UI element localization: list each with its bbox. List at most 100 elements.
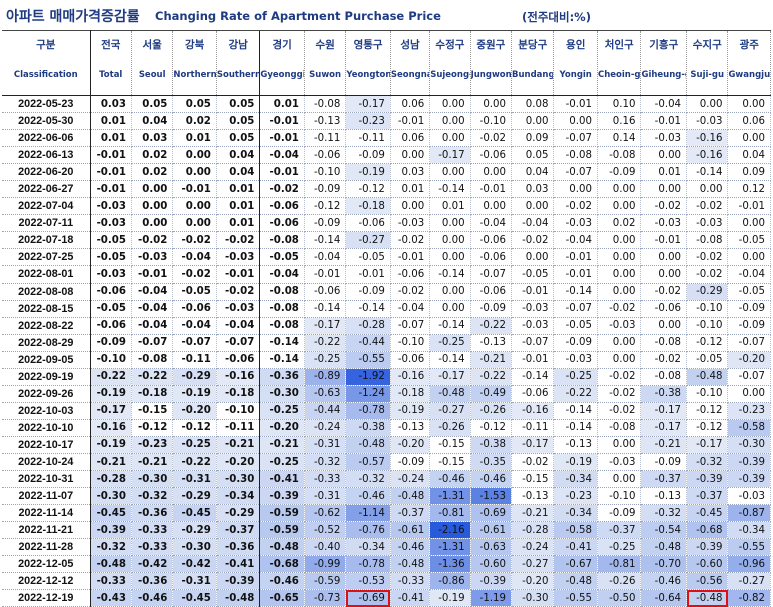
value-cell: -0.17 <box>345 95 391 114</box>
value-cell: 0.00 <box>597 470 642 489</box>
value-cell: 0.00 <box>640 248 688 267</box>
value-cell: -0.73 <box>304 589 347 607</box>
value-cell: -0.37 <box>216 521 261 540</box>
value-cell: -0.01 <box>345 265 391 284</box>
table-row: 2022-07-18 -0.05 -0.02 -0.02 -0.02 -0.08 -0.14… <box>2 231 771 250</box>
value-cell: 0.00 <box>429 248 471 267</box>
value-cell: -0.07 <box>390 317 431 335</box>
date-cell: 2022-07-25 <box>2 248 91 267</box>
value-cell: -0.01 <box>259 112 305 131</box>
value-cell: -0.04 <box>172 317 217 335</box>
value-cell: -0.18 <box>216 385 261 403</box>
value-cell: -0.05 <box>90 300 132 318</box>
value-cell: -0.48 <box>216 589 261 607</box>
value-cell: -0.28 <box>90 470 132 489</box>
value-cell: -0.69 <box>345 589 391 607</box>
table-row: 2022-10-17 -0.19 -0.23 -0.25 -0.21 -0.21 -0.31… <box>2 436 771 454</box>
value-cell: -0.09 <box>553 334 598 352</box>
value-cell: -0.07 <box>553 300 598 318</box>
value-cell: -0.01 <box>131 265 174 284</box>
value-cell: -0.06 <box>470 248 513 267</box>
value-cell: 0.00 <box>727 129 771 148</box>
value-cell: -0.03 <box>727 487 771 506</box>
value-cell: -0.78 <box>345 402 391 420</box>
value-cell: -0.02 <box>131 231 174 250</box>
value-cell: -0.55 <box>345 351 391 369</box>
value-cell: -0.60 <box>686 555 729 574</box>
value-cell: 0.00 <box>390 146 431 165</box>
column-header: 영통구 Yeongtong-gu <box>345 30 391 96</box>
column-header-english: Giheung-gu <box>641 70 685 80</box>
column-header-english: Total <box>99 70 123 80</box>
value-cell: -0.01 <box>470 180 513 199</box>
value-cell: -0.21 <box>216 436 261 454</box>
value-cell: -0.10 <box>216 402 261 420</box>
value-cell: -0.08 <box>304 95 347 114</box>
value-cell: -0.37 <box>390 504 431 523</box>
value-cell: -0.08 <box>597 146 642 165</box>
value-cell: -0.42 <box>172 555 217 574</box>
value-cell: -0.15 <box>429 453 471 472</box>
value-cell: -0.99 <box>304 555 347 574</box>
value-cell: -0.05 <box>90 248 132 267</box>
value-cell: -0.13 <box>640 487 688 506</box>
column-header: 기흥구 Giheung-gu <box>640 30 688 96</box>
value-cell: -0.02 <box>640 351 688 369</box>
value-cell: -0.48 <box>390 555 431 574</box>
value-cell: -0.23 <box>345 112 391 131</box>
value-cell: -0.09 <box>345 146 391 165</box>
value-cell: -0.04 <box>511 214 555 233</box>
value-cell: -0.17 <box>511 436 555 454</box>
value-cell: -0.81 <box>597 555 642 574</box>
column-header-english: Seoul <box>138 70 166 80</box>
value-cell: -0.86 <box>429 572 471 591</box>
value-cell: -0.12 <box>686 419 729 437</box>
value-cell: -0.19 <box>90 436 132 454</box>
value-cell: 0.01 <box>390 180 431 199</box>
value-cell: -0.20 <box>511 572 555 591</box>
value-cell: 0.06 <box>727 112 771 131</box>
value-cell: -0.19 <box>553 453 598 472</box>
column-header-korean: 처인구 <box>604 39 634 51</box>
date-cell: 2022-07-04 <box>2 197 91 216</box>
value-cell: -0.22 <box>470 317 513 335</box>
value-cell: -0.26 <box>470 402 513 420</box>
value-cell: -0.04 <box>131 317 174 335</box>
value-cell: -0.10 <box>90 351 132 369</box>
value-cell: -0.04 <box>553 231 598 250</box>
value-cell: -0.53 <box>345 572 391 591</box>
value-cell: -0.11 <box>216 419 261 437</box>
value-cell: -0.37 <box>640 470 688 489</box>
value-cell: -0.02 <box>640 197 688 216</box>
column-header-english: Jungwon-gu <box>470 70 512 80</box>
value-cell: -0.14 <box>345 300 391 318</box>
value-cell: -0.34 <box>553 504 598 523</box>
value-cell: -0.21 <box>470 351 513 369</box>
value-cell: -0.07 <box>470 265 513 284</box>
value-cell: -0.21 <box>259 436 305 454</box>
value-cell: -0.48 <box>429 385 471 403</box>
value-cell: -0.39 <box>259 487 305 506</box>
value-cell: -0.20 <box>727 351 771 369</box>
value-cell: -0.09 <box>90 334 132 352</box>
value-cell: -0.01 <box>640 231 688 250</box>
value-cell: -0.10 <box>304 163 347 182</box>
value-cell: -0.17 <box>640 419 688 437</box>
column-header-korean: 분당구 <box>518 39 548 51</box>
value-cell: -0.48 <box>90 555 132 574</box>
value-cell: -0.34 <box>345 538 391 557</box>
value-cell: -0.14 <box>259 334 305 352</box>
value-cell: -0.45 <box>90 504 132 523</box>
value-cell: -0.46 <box>640 572 688 591</box>
value-cell: -0.59 <box>259 521 305 540</box>
value-cell: -0.02 <box>390 283 431 301</box>
value-cell: -0.27 <box>429 402 471 420</box>
column-header-english: Northern seoul <box>173 70 217 80</box>
value-cell: -0.02 <box>216 231 261 250</box>
value-cell: -0.16 <box>686 146 729 165</box>
value-cell: -0.17 <box>429 146 471 165</box>
value-cell: -0.19 <box>90 385 132 403</box>
table-row: 2022-05-30 0.01 0.04 0.02 0.05 -0.01 -0.13 -0.2… <box>2 112 771 131</box>
value-cell: -0.21 <box>131 453 174 472</box>
value-cell: -0.39 <box>90 521 132 540</box>
